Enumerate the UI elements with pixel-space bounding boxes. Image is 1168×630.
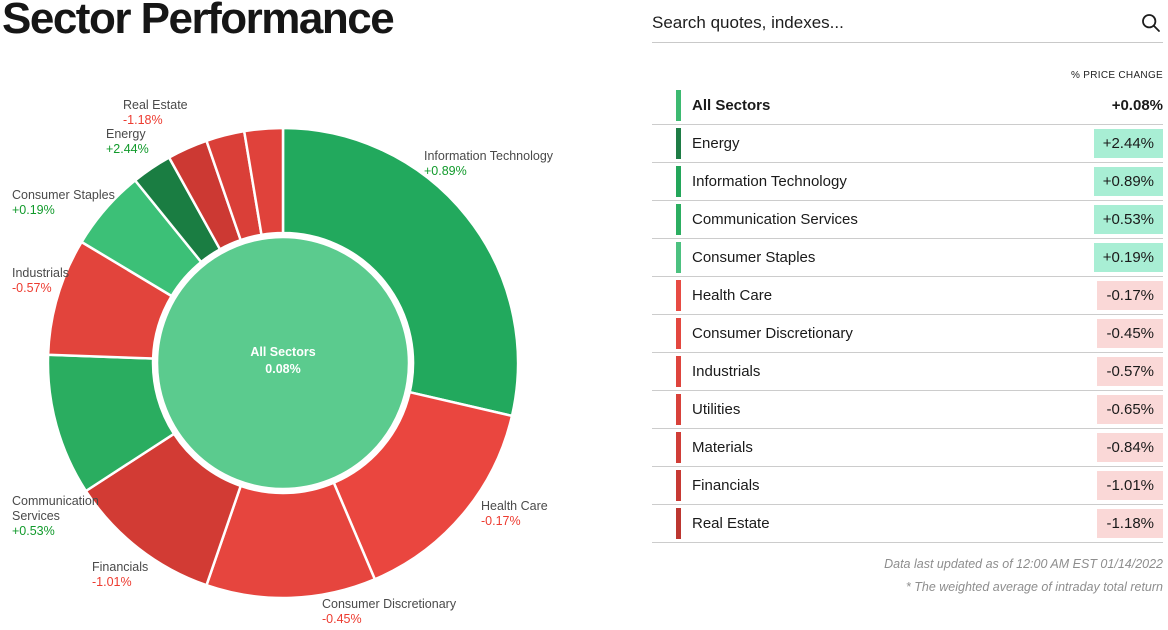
chart-label-name: Real Estate (123, 98, 188, 112)
table-row[interactable]: Industrials -0.57% (652, 353, 1163, 391)
row-color-bar (676, 280, 681, 311)
sector-change-value: -0.57% (1097, 357, 1163, 386)
chart-label-name: Communication (12, 494, 99, 508)
chart-label-name: Consumer Discretionary (322, 597, 457, 611)
price-change-column-header: % PRICE CHANGE (1071, 70, 1163, 81)
sector-change-value: -1.18% (1097, 509, 1163, 538)
segment-information-technology[interactable] (281, 126, 520, 418)
row-color-bar (676, 508, 681, 539)
page-title: Sector Performance (2, 0, 395, 43)
chart-label-value: +0.89% (424, 164, 467, 178)
chart-label-value: -0.45% (322, 612, 362, 626)
table-row[interactable]: Utilities -0.65% (652, 391, 1163, 429)
row-color-bar (676, 204, 681, 235)
chart-label-value: -0.17% (481, 514, 521, 528)
row-color-bar (676, 356, 681, 387)
sector-name: Energy (692, 135, 740, 152)
chart-label-value: +0.53% (12, 524, 55, 538)
sector-name: Industrials (692, 363, 761, 380)
sector-change-value: +0.19% (1093, 243, 1163, 272)
center-label: All Sectors (250, 345, 315, 359)
search-input[interactable] (652, 0, 1163, 39)
row-color-bar (676, 394, 681, 425)
sector-change-value: -0.45% (1097, 319, 1163, 348)
sector-name: Health Care (692, 287, 773, 304)
table-row[interactable]: Energy +2.44% (652, 125, 1163, 163)
table-footer: Data last updated as of 12:00 AM EST 01/… (652, 557, 1163, 594)
sector-table-rows: All Sectors +0.08% Energy +2.44% Information… (652, 87, 1163, 543)
sector-change-value: +0.89% (1093, 167, 1163, 196)
footnote-text: * The weighted average of intraday total… (905, 580, 1163, 594)
chart-label-value: -1.01% (92, 575, 132, 589)
row-color-bar (676, 318, 681, 349)
sector-change-value: -0.84% (1097, 433, 1163, 462)
chart-label-value: -1.18% (123, 113, 163, 127)
search-bar (652, 0, 1163, 43)
sector-name: Consumer Staples (692, 249, 816, 266)
sector-name: Information Technology (692, 173, 847, 190)
chart-label-value: -0.57% (12, 281, 52, 295)
chart-label-name: Energy (106, 127, 146, 141)
sector-name: Consumer Discretionary (692, 325, 853, 342)
row-color-bar (676, 470, 681, 501)
sector-panel: % PRICE CHANGE All Sectors +0.08% Energy +2… (652, 0, 1163, 603)
sector-change-value: +2.44% (1093, 129, 1163, 158)
table-row[interactable]: Materials -0.84% (652, 429, 1163, 467)
chart-label-name: Health Care (481, 499, 548, 513)
sector-change-value: +0.53% (1093, 205, 1163, 234)
search-icon[interactable] (1141, 13, 1161, 33)
sector-name: Materials (692, 439, 753, 456)
center-value: 0.08% (265, 362, 300, 376)
sector-name: Communication Services (692, 211, 858, 228)
segment-health-care[interactable] (332, 390, 514, 581)
chart-label-value: +2.44% (106, 142, 149, 156)
row-color-bar (676, 90, 681, 121)
table-row[interactable]: Real Estate -1.18% (652, 505, 1163, 543)
table-row[interactable]: Information Technology +0.89% (652, 163, 1163, 201)
last-updated-text: Data last updated as of 12:00 AM EST 01/… (884, 557, 1163, 571)
sector-name: All Sectors (692, 97, 771, 114)
sector-name: Real Estate (692, 515, 770, 532)
table-row[interactable]: Communication Services +0.53% (652, 201, 1163, 239)
segment-utilities[interactable] (242, 126, 285, 237)
table-row[interactable]: Health Care -0.17% (652, 277, 1163, 315)
row-color-bar (676, 166, 681, 197)
chart-label-name: Consumer Staples (12, 188, 115, 202)
chart-label-name: Services (12, 509, 60, 523)
chart-label-name: Industrials (12, 266, 69, 280)
chart-label-value: +0.19% (12, 203, 55, 217)
chart-label-name: Information Technology (424, 149, 554, 163)
table-row[interactable]: Consumer Discretionary -0.45% (652, 315, 1163, 353)
sector-change-value: -1.01% (1097, 471, 1163, 500)
sector-change-value: -0.17% (1097, 281, 1163, 310)
row-color-bar (676, 242, 681, 273)
center-all-sectors-circle[interactable] (155, 235, 411, 491)
table-row[interactable]: Consumer Staples +0.19% (652, 239, 1163, 277)
sector-name: Financials (692, 477, 760, 494)
table-row[interactable]: Financials -1.01% (652, 467, 1163, 505)
chart-label-name: Financials (92, 560, 148, 574)
row-color-bar (676, 432, 681, 463)
sector-change-value: +0.08% (1111, 97, 1163, 114)
row-color-bar (676, 128, 681, 159)
table-row[interactable]: All Sectors +0.08% (652, 87, 1163, 125)
sector-name: Utilities (692, 401, 741, 418)
sector-change-value: -0.65% (1097, 395, 1163, 424)
